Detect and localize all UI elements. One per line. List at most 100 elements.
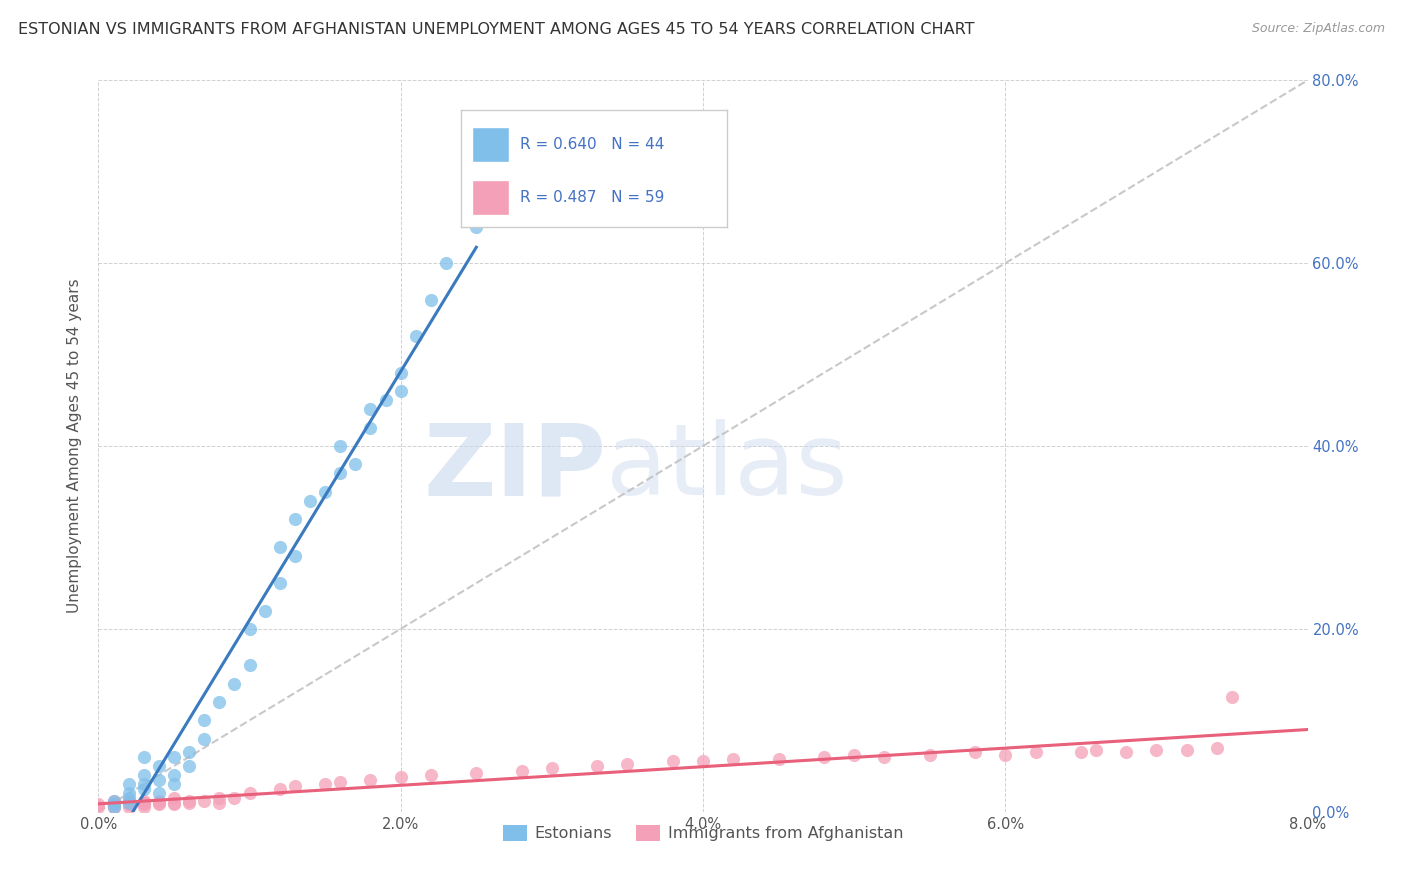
- Point: [87, 797, 110, 812]
- Point: [103, 796, 125, 810]
- Point: [193, 731, 215, 746]
- Point: [269, 576, 291, 591]
- Point: [103, 800, 125, 814]
- Point: [239, 658, 262, 673]
- Point: [269, 781, 291, 796]
- Point: [540, 761, 562, 775]
- Point: [148, 796, 170, 810]
- Point: [1085, 742, 1108, 756]
- Point: [118, 787, 141, 801]
- Point: [405, 329, 427, 343]
- Point: [284, 512, 307, 526]
- Point: [118, 800, 141, 814]
- Point: [253, 603, 276, 617]
- Point: [374, 393, 396, 408]
- Point: [103, 797, 125, 812]
- Point: [132, 796, 155, 810]
- Point: [586, 759, 609, 773]
- Point: [284, 779, 307, 793]
- Point: [813, 749, 835, 764]
- Point: [148, 772, 170, 787]
- Point: [314, 484, 336, 499]
- Point: [314, 777, 336, 791]
- Point: [208, 695, 231, 709]
- Point: [179, 794, 201, 808]
- Point: [420, 768, 443, 782]
- Point: [420, 293, 443, 307]
- Point: [389, 770, 412, 784]
- Text: ZIP: ZIP: [423, 419, 606, 516]
- Point: [132, 797, 155, 812]
- Point: [299, 494, 322, 508]
- Point: [1220, 690, 1243, 705]
- Point: [1175, 742, 1198, 756]
- Point: [118, 796, 141, 810]
- Point: [616, 757, 638, 772]
- Point: [132, 781, 155, 796]
- Point: [360, 421, 382, 435]
- Point: [329, 439, 352, 453]
- Point: [132, 794, 155, 808]
- Point: [389, 384, 412, 398]
- Point: [768, 752, 790, 766]
- Point: [1146, 742, 1168, 756]
- Point: [284, 549, 307, 563]
- Point: [329, 775, 352, 789]
- Point: [118, 796, 141, 810]
- Y-axis label: Unemployment Among Ages 45 to 54 years: Unemployment Among Ages 45 to 54 years: [67, 278, 83, 614]
- Point: [723, 752, 745, 766]
- Point: [179, 759, 201, 773]
- Point: [873, 749, 896, 764]
- Point: [239, 787, 262, 801]
- Point: [1070, 745, 1092, 759]
- Point: [465, 766, 488, 780]
- Text: Source: ZipAtlas.com: Source: ZipAtlas.com: [1251, 22, 1385, 36]
- Point: [994, 747, 1017, 762]
- Point: [208, 796, 231, 810]
- Point: [269, 540, 291, 554]
- Point: [510, 764, 533, 778]
- Point: [87, 800, 110, 814]
- Point: [118, 797, 141, 812]
- Point: [1206, 740, 1229, 755]
- Point: [132, 796, 155, 810]
- Legend: Estonians, Immigrants from Afghanistan: Estonians, Immigrants from Afghanistan: [496, 818, 910, 847]
- Point: [1025, 745, 1047, 759]
- Point: [179, 796, 201, 810]
- Point: [148, 759, 170, 773]
- Point: [132, 749, 155, 764]
- Point: [1115, 745, 1137, 759]
- Point: [179, 745, 201, 759]
- Point: [465, 219, 488, 234]
- Point: [148, 787, 170, 801]
- Point: [118, 777, 141, 791]
- Point: [163, 791, 186, 805]
- Point: [163, 749, 186, 764]
- Point: [103, 794, 125, 808]
- Point: [163, 777, 186, 791]
- Point: [344, 457, 367, 471]
- Point: [224, 791, 246, 805]
- Point: [118, 791, 141, 805]
- Point: [661, 755, 683, 769]
- Point: [163, 768, 186, 782]
- Point: [103, 797, 125, 812]
- Point: [103, 800, 125, 814]
- Point: [389, 366, 412, 380]
- Point: [163, 796, 186, 810]
- Point: [193, 794, 215, 808]
- Point: [132, 777, 155, 791]
- Point: [434, 256, 457, 270]
- Point: [844, 747, 866, 762]
- Point: [163, 797, 186, 812]
- Point: [148, 797, 170, 812]
- Text: atlas: atlas: [606, 419, 848, 516]
- Point: [918, 747, 941, 762]
- Point: [692, 755, 714, 769]
- Point: [239, 622, 262, 636]
- Point: [132, 768, 155, 782]
- Point: [224, 676, 246, 690]
- Point: [965, 745, 987, 759]
- Point: [208, 791, 231, 805]
- Point: [360, 402, 382, 417]
